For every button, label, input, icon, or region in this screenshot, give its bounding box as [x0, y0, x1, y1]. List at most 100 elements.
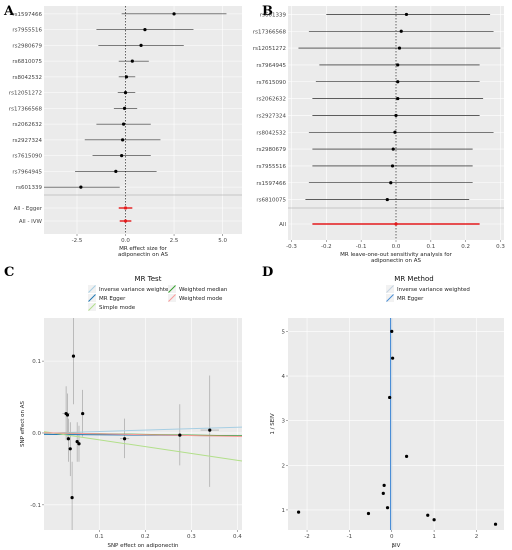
panel-a-plot-background	[44, 6, 242, 234]
panel-a-point-rs2980679	[139, 43, 143, 47]
panel-letter-d: D	[262, 265, 273, 280]
panel-d-ytick-label-4: 5	[282, 329, 286, 335]
panel-c-fit-line-2	[43, 431, 243, 462]
panel-c-legend-key-3	[168, 285, 176, 293]
panel-b-snp-label-rs17366568: rs17366568	[253, 29, 287, 35]
panel-b-snp-label-rs7615090: rs7615090	[256, 80, 286, 86]
panel-a-point-rs8042532	[124, 75, 129, 79]
panel-a-point-rs7964945	[114, 169, 118, 173]
panel-b-summary-point-0	[394, 222, 398, 226]
panel-c-legend-key-1	[88, 294, 96, 302]
panel-c-point-2	[66, 437, 71, 441]
panel-d-ytick-label-3: 4	[282, 374, 286, 380]
panel-d-point-9	[426, 513, 430, 517]
panel-b-summary-label-0: All	[279, 222, 286, 228]
panel-c-scatter-plot: MR Test Inverse variance weighted MR Egger…	[20, 275, 242, 549]
panel-c-point-5	[71, 354, 76, 358]
panel-d-xtick-label-1: -1	[347, 534, 352, 540]
panel-a-summary-label-0: All - Egger	[14, 206, 43, 212]
panel-a-snp-label-rs7955516: rs7955516	[12, 28, 42, 34]
panel-b-snp-label-rs12051272: rs12051272	[253, 46, 286, 52]
panel-a-xtick-label-3: 5.0	[218, 238, 227, 244]
panel-a-summary-point-0	[123, 206, 128, 210]
panel-a-snp-label-rs7615090: rs7615090	[12, 154, 42, 160]
panel-a-snp-label-rs6810075: rs6810075	[12, 59, 42, 65]
panel-d-xtick-label-3: 1	[432, 534, 436, 540]
panel-d-point-11	[493, 522, 498, 526]
panel-c-xtick-label-0: 0.1	[95, 534, 104, 540]
panel-b-snp-label-rs7955516: rs7955516	[256, 164, 286, 170]
panel-c-point-8	[81, 411, 85, 416]
panel-c-fit-line-0	[43, 426, 243, 434]
panel-d-point-5	[388, 395, 392, 400]
panel-a-point-rs12051272	[123, 91, 128, 95]
panel-a-xtick-label-1: 0.0	[121, 238, 130, 244]
panel-b-snp-label-rs2927324: rs2927324	[256, 113, 286, 119]
panel-b-xtick-label-5: 0.2	[461, 244, 470, 250]
panel-letter-c: C	[4, 265, 14, 280]
panel-a-snp-label-rs12051272: rs12051272	[9, 91, 42, 97]
panel-d-point-10	[432, 518, 436, 522]
panel-letter-a: A	[3, 4, 15, 19]
panel-b-xtick-label-3: 0.0	[392, 244, 401, 250]
panel-a-snp-label-rs2980679: rs2980679	[12, 43, 42, 49]
panel-c-point-9	[122, 437, 127, 441]
panel-b-snp-label-rs601339: rs601339	[260, 12, 287, 18]
panel-b-xtick-label-4: 0.1	[426, 244, 435, 250]
panel-c-point-1	[65, 413, 70, 417]
panel-d-plot-background	[288, 318, 504, 530]
panel-c-ytick-label-2: 0.1	[32, 359, 41, 365]
panel-c-legend-title: MR Test	[135, 275, 162, 283]
panel-c-point-10	[178, 433, 182, 437]
panel-b-x-axis-title: MR leave-one-out sensitivity analysis fo…	[340, 252, 452, 264]
panel-a-point-rs1597466	[172, 12, 176, 16]
panel-b-snp-label-rs6810075: rs6810075	[256, 198, 286, 204]
panel-d-point-8	[404, 454, 409, 458]
panel-b-point-rs2927324	[394, 113, 398, 118]
panel-d-point-0	[296, 510, 301, 514]
panel-a-x-axis-title: MR effect size for adiponectin on AS	[118, 246, 168, 258]
panel-c-ytick-label-0: -0.1	[30, 503, 41, 509]
panel-a-point-rs7615090	[120, 154, 124, 158]
panel-c-ytick-label-1: 0.0	[32, 431, 41, 437]
panel-d-xtick-label-2: 0	[390, 534, 394, 540]
panel-d-point-2	[385, 506, 390, 510]
panel-c-point-7	[77, 442, 81, 446]
panel-b-snp-label-rs1597466: rs1597466	[256, 181, 286, 187]
panel-a-point-rs7955516	[143, 28, 147, 32]
panel-a-snp-label-rs1597466: rs1597466	[12, 12, 42, 18]
panel-a-summary-label-1: All - IVW	[19, 219, 43, 225]
panel-c-xtick-label-3: 0.4	[233, 534, 242, 540]
panel-b-xtick-label-2: -0.1	[356, 244, 367, 250]
panel-d-ytick-label-2: 3	[282, 419, 286, 425]
panel-a-snp-label-rs7964945: rs7964945	[12, 169, 42, 175]
panel-b-xtick-label-1: -0.2	[321, 244, 332, 250]
panel-letter-b: B	[262, 4, 273, 19]
panel-a-point-rs6810075	[130, 59, 134, 63]
panel-a-forest-plot: rs1597466 rs7955516 rs2980679 rs6810075 rs80…	[9, 6, 242, 258]
panel-c-point-4	[70, 496, 74, 500]
panel-d-y-axis-title: 1 / SEIV	[270, 413, 276, 434]
panel-a-point-rs2927324	[121, 138, 125, 142]
panel-c-legend-label-4: Weighted mode	[179, 296, 223, 302]
panel-b-snp-label-rs2062632: rs2062632	[256, 97, 286, 103]
panel-c-legend-label-2: Simple mode	[99, 305, 136, 311]
panel-a-summary-point-1	[123, 219, 128, 223]
panel-d-point-4	[382, 483, 386, 487]
panel-c-legend-key-0	[88, 285, 96, 293]
panel-d-x-axis-title: βIV	[392, 543, 401, 549]
panel-c-legend-key-4	[168, 294, 176, 302]
panel-c-point-3	[68, 447, 72, 451]
panel-b-point-rs7955516	[390, 164, 395, 168]
panel-c-legend-label-1: MR Egger	[99, 296, 126, 302]
panel-b-snp-label-rs7964945: rs7964945	[256, 63, 286, 69]
panel-c-y-axis-title: SNP effect on AS	[20, 400, 26, 447]
panel-d-point-7	[390, 329, 394, 333]
panel-b-point-rs12051272	[397, 46, 402, 50]
panel-c-legend-label-3: Weighted median	[179, 287, 228, 293]
panel-a-xtick-label-2: 2.5	[170, 238, 179, 244]
panel-c-x-axis-title: SNP effect on adiponectin	[107, 543, 179, 549]
panel-b-leave-one-out-plot: rs601339 rs17366568 rs12051272 rs7964945 rs7…	[253, 6, 505, 264]
panel-a-point-rs601339	[79, 185, 83, 189]
